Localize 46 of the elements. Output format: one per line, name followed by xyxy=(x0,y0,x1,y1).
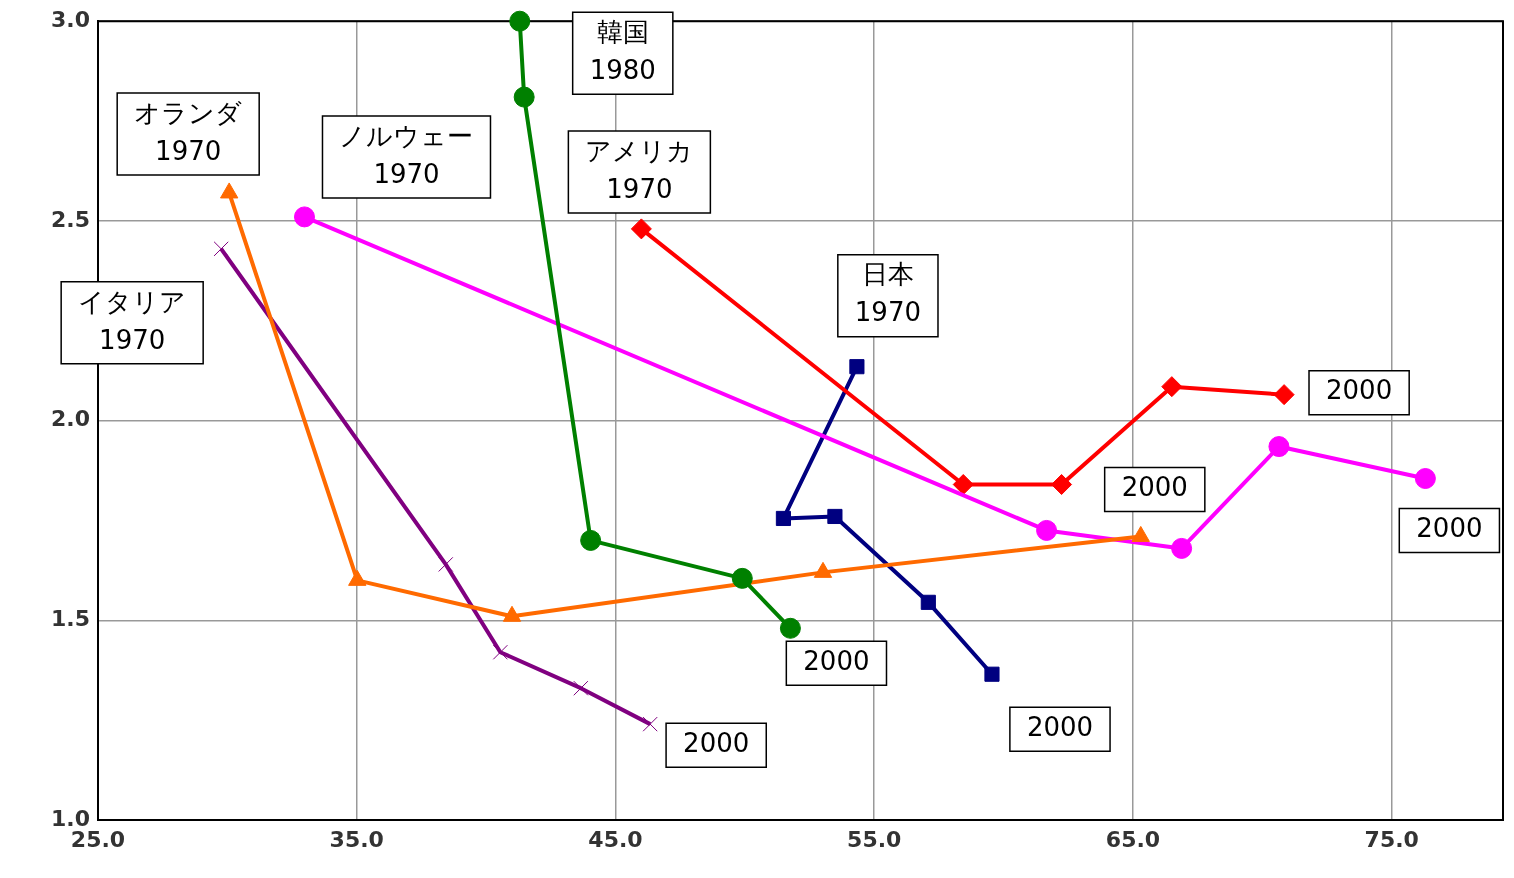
annotation: ノルウェー 1970 xyxy=(339,120,474,189)
point xyxy=(775,510,791,527)
annotation: 2000 xyxy=(1026,711,1094,742)
point xyxy=(509,10,531,32)
point xyxy=(984,666,1000,682)
point xyxy=(827,508,843,525)
x-tick-label: 55.0 xyxy=(847,826,902,852)
point xyxy=(1171,537,1193,559)
annotation: オランダ 1970 xyxy=(134,97,243,166)
point xyxy=(580,529,602,551)
point xyxy=(779,617,801,639)
y-tick-label: 2.5 xyxy=(51,206,90,232)
y-tick-label: 1.5 xyxy=(51,606,90,632)
x-tick-label: 65.0 xyxy=(1105,826,1161,852)
annotation: 2000 xyxy=(1326,375,1393,406)
point xyxy=(642,716,658,732)
point xyxy=(1273,384,1295,406)
annotation: イタリア 1970 xyxy=(78,286,187,355)
annotation: 2000 xyxy=(1416,513,1483,544)
x-tick-label: 35.0 xyxy=(329,826,384,852)
point xyxy=(1414,468,1436,490)
point xyxy=(1268,436,1290,458)
annotation: 2000 xyxy=(683,727,750,758)
point xyxy=(1036,519,1058,541)
point xyxy=(573,680,589,696)
point xyxy=(492,644,508,660)
x-tick-label: 45.0 xyxy=(588,826,643,852)
y-tick-label: 2.0 xyxy=(51,406,90,432)
point xyxy=(731,567,753,589)
point xyxy=(630,218,652,240)
point xyxy=(1161,376,1183,398)
annotation: 日本 1970 xyxy=(854,259,921,328)
point xyxy=(513,86,535,108)
point xyxy=(1051,474,1073,495)
point xyxy=(952,474,974,495)
x-tick-label: 75.0 xyxy=(1364,826,1419,852)
point xyxy=(849,359,865,375)
annotation: アメリカ 1970 xyxy=(585,135,694,204)
annotation: 2000 xyxy=(1121,472,1188,503)
point xyxy=(438,556,454,572)
point xyxy=(920,594,936,610)
y-tick-label: 3.0 xyxy=(51,6,90,32)
point xyxy=(293,206,315,228)
annotation: 韓国 1980 xyxy=(589,16,656,85)
annotation: 2000 xyxy=(803,646,870,677)
point xyxy=(213,241,229,257)
